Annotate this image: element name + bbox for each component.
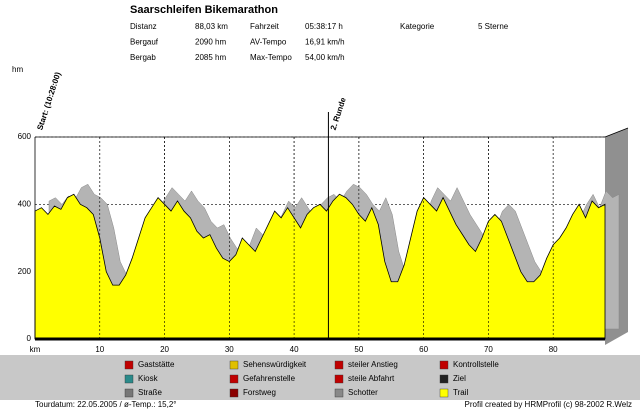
x-tick-label: 80 [549, 345, 558, 354]
legend-icon [439, 388, 449, 398]
stat-value: 16,91 km/h [305, 38, 345, 47]
legend-icon [124, 388, 134, 398]
stat-value: 88,03 km [195, 22, 228, 31]
footer-right: Profil created by HRMProfil (c) 98-2002 … [465, 400, 632, 409]
chart-title: Saarschleifen Bikemarathon [130, 4, 278, 16]
legend-label: steile Abfahrt [348, 374, 395, 383]
legend-label: Straße [138, 388, 163, 397]
annotation: 2. Runde [329, 96, 348, 131]
x-tick-label: 50 [354, 345, 363, 354]
legend-icon [124, 360, 134, 370]
legend-icon [334, 374, 344, 384]
x-axis-label: km [30, 345, 41, 354]
legend-label: Gefahrenstelle [243, 374, 296, 383]
x-tick-label: 70 [484, 345, 493, 354]
area [34, 193, 606, 340]
y-tick-label: 400 [18, 199, 32, 208]
legend-label: Ziel [453, 374, 466, 383]
x-tick-label: 20 [160, 345, 169, 354]
x-tick-label: 60 [419, 345, 428, 354]
stat-label: Max-Tempo [250, 53, 292, 62]
footer-left: Tourdatum: 22.05.2005 / ø-Temp.: 15,2° [35, 400, 177, 409]
legend-label: Gaststätte [138, 360, 175, 369]
legend-icon [334, 360, 344, 370]
stat-value: 2085 hm [195, 53, 226, 62]
stat-label: Distanz [130, 22, 157, 31]
x-tick-label: 10 [95, 345, 104, 354]
y-tick-label: 200 [18, 267, 32, 276]
legend-icon [229, 360, 239, 370]
stat-value: 2090 hm [195, 38, 226, 47]
legend-icon [229, 374, 239, 384]
legend-label: Forstweg [243, 388, 276, 397]
legend-icon [334, 388, 344, 398]
stat-value: 05:38:17 h [305, 22, 343, 31]
stat-label: AV-Tempo [250, 38, 287, 47]
legend-icon [439, 360, 449, 370]
legend-label: Kiosk [138, 374, 159, 383]
legend-label: Schotter [348, 388, 378, 397]
legend-label: Kontrollstelle [453, 360, 499, 369]
legend-label: steiler Anstieg [348, 360, 398, 369]
stat-label: Fahrzeit [250, 22, 280, 31]
legend-panel [0, 355, 640, 400]
legend-label: Trail [453, 388, 468, 397]
annotation: Start: (10:28:00) [35, 71, 62, 132]
x-tick-label: 30 [225, 345, 234, 354]
y-tick-label: 600 [18, 132, 32, 141]
stat-label: Bergab [130, 53, 156, 62]
frame [604, 127, 629, 138]
y-tick-label: 0 [27, 334, 32, 343]
stat-value: 5 Sterne [478, 22, 509, 31]
legend-icon [124, 374, 134, 384]
stat-label: Bergauf [130, 38, 159, 47]
legend-icon [229, 388, 239, 398]
stat-value: 54,00 km/h [305, 53, 345, 62]
y-axis-label: hm [12, 65, 23, 74]
stat-label: Kategorie [400, 22, 435, 31]
x-tick-label: 40 [290, 345, 299, 354]
legend-label: Sehenswürdigkeit [243, 360, 307, 369]
legend-icon [439, 374, 449, 384]
